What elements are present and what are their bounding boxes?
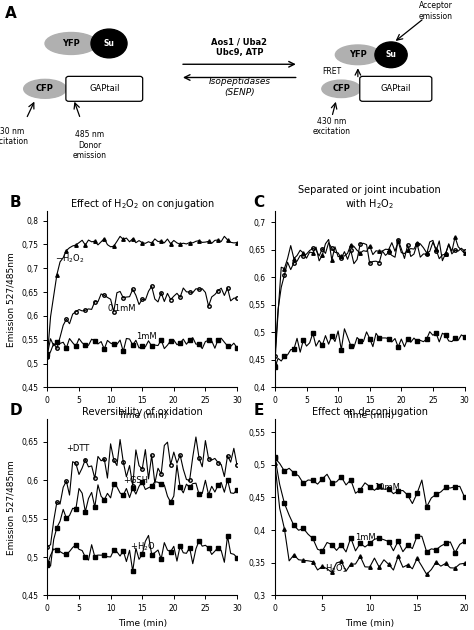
X-axis label: Time (min): Time (min) [345, 619, 394, 628]
Text: Su: Su [104, 39, 114, 48]
Ellipse shape [45, 33, 97, 54]
Text: Su: Su [386, 50, 396, 59]
Ellipse shape [336, 45, 380, 65]
Text: +H$_2$O: +H$_2$O [129, 541, 155, 553]
X-axis label: Time (min): Time (min) [345, 411, 394, 420]
Text: B: B [9, 195, 21, 210]
Text: 1mM: 1mM [136, 332, 156, 341]
Title: Reversibility of oxidation: Reversibility of oxidation [82, 407, 202, 417]
Text: A: A [5, 6, 17, 21]
Text: Aos1 / Uba2
Ubc9, ATP: Aos1 / Uba2 Ubc9, ATP [211, 38, 267, 57]
Text: $-$H$_2$O$_2$: $-$H$_2$O$_2$ [55, 252, 84, 265]
Y-axis label: Emission 527/485nm: Emission 527/485nm [7, 460, 16, 554]
Text: C: C [254, 195, 264, 210]
Text: Isopeptidases
(SENP): Isopeptidases (SENP) [208, 77, 271, 96]
Text: $-$H$_2$O$_2$: $-$H$_2$O$_2$ [318, 563, 347, 575]
FancyBboxPatch shape [66, 76, 143, 101]
Text: 430 nm
excitation: 430 nm excitation [313, 117, 351, 136]
Text: 10mM: 10mM [374, 483, 401, 491]
X-axis label: Time (min): Time (min) [118, 619, 167, 628]
Text: CFP: CFP [332, 84, 350, 93]
Text: 430 nm
excitation: 430 nm excitation [0, 127, 28, 146]
Ellipse shape [322, 80, 361, 98]
Text: 527 nm
Acceptor
emission: 527 nm Acceptor emission [419, 0, 453, 21]
Text: 485 nm
Donor
emission: 485 nm Donor emission [73, 130, 107, 160]
Text: +GSH: +GSH [123, 476, 148, 485]
Ellipse shape [24, 79, 66, 98]
Text: GAPtail: GAPtail [89, 84, 119, 93]
Title: Effect of H$_2$O$_2$ on conjugation: Effect of H$_2$O$_2$ on conjugation [70, 197, 215, 211]
Title: Effect on deconjugation: Effect on deconjugation [312, 407, 428, 417]
Text: GAPtail: GAPtail [381, 84, 411, 93]
Text: CFP: CFP [36, 84, 54, 93]
Text: +DTT: +DTT [66, 444, 90, 453]
Circle shape [375, 42, 407, 67]
Circle shape [91, 29, 127, 58]
Text: YFP: YFP [349, 50, 367, 59]
FancyBboxPatch shape [360, 76, 432, 101]
X-axis label: Time (min): Time (min) [118, 411, 167, 420]
Text: 0.1mM: 0.1mM [108, 304, 136, 313]
Text: D: D [9, 403, 22, 418]
Text: E: E [254, 403, 264, 418]
Y-axis label: Emission 527/485nm: Emission 527/485nm [7, 252, 16, 346]
Text: 1mM: 1mM [356, 533, 376, 542]
Text: YFP: YFP [62, 39, 80, 48]
Title: Separated or joint incubation
with H$_2$O$_2$: Separated or joint incubation with H$_2$… [298, 185, 441, 211]
Text: FRET: FRET [322, 67, 341, 76]
